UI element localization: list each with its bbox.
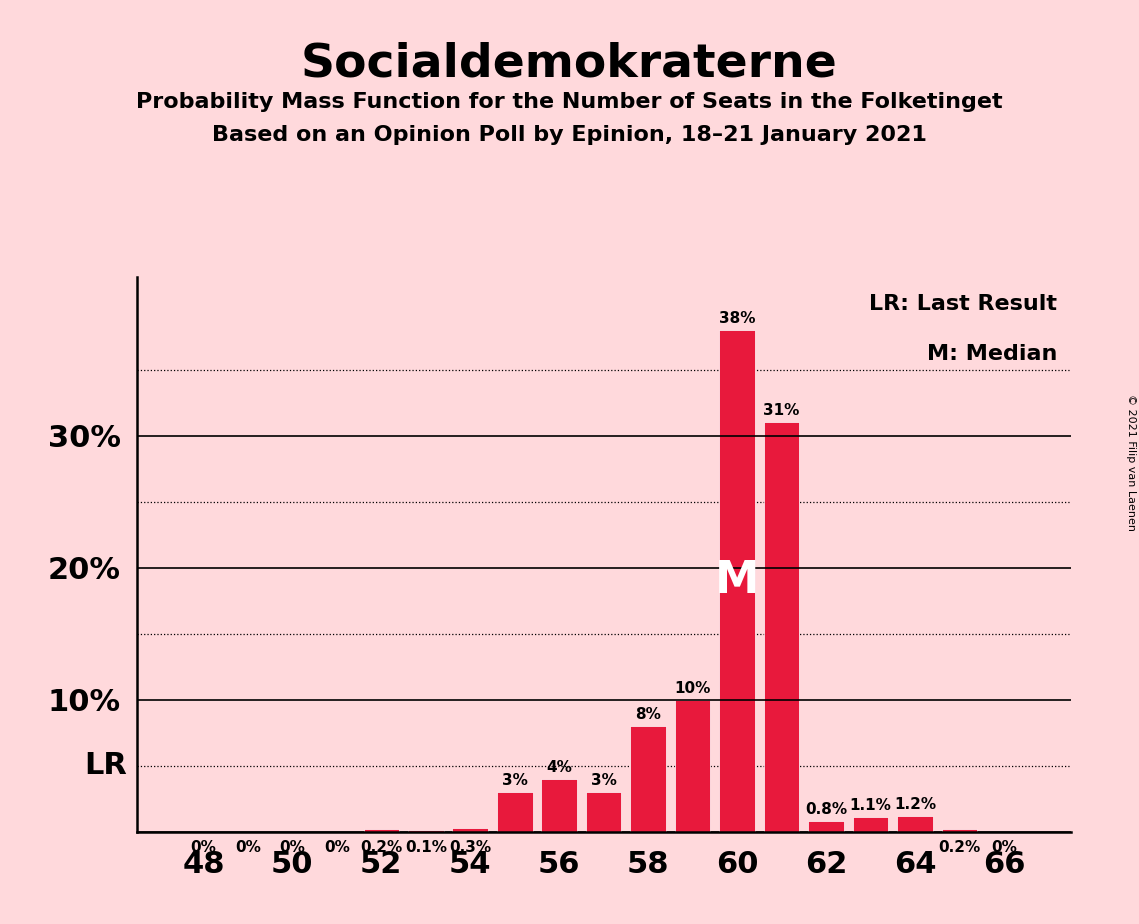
Text: 4%: 4% <box>547 760 572 775</box>
Bar <box>630 726 666 832</box>
Text: © 2021 Filip van Laenen: © 2021 Filip van Laenen <box>1126 394 1136 530</box>
Text: Probability Mass Function for the Number of Seats in the Folketinget: Probability Mass Function for the Number… <box>137 92 1002 113</box>
Text: 3%: 3% <box>591 773 616 788</box>
Text: 38%: 38% <box>719 311 755 326</box>
Bar <box>809 821 844 832</box>
Bar <box>452 828 487 832</box>
Bar <box>408 831 443 832</box>
Text: 1.1%: 1.1% <box>850 798 892 813</box>
Bar <box>898 816 933 832</box>
Text: 0%: 0% <box>190 840 216 855</box>
Bar <box>497 792 533 832</box>
Bar <box>585 792 622 832</box>
Text: 0%: 0% <box>279 840 305 855</box>
Text: 8%: 8% <box>636 707 661 722</box>
Text: 1.2%: 1.2% <box>894 796 936 812</box>
Text: 10%: 10% <box>674 681 711 696</box>
Text: 0%: 0% <box>235 840 261 855</box>
Text: 0.2%: 0.2% <box>939 840 981 855</box>
Text: 31%: 31% <box>763 404 800 419</box>
Text: 3%: 3% <box>502 773 527 788</box>
Bar <box>720 330 755 832</box>
Text: 0.3%: 0.3% <box>449 840 491 855</box>
Text: 0.8%: 0.8% <box>805 802 847 817</box>
Text: Socialdemokraterne: Socialdemokraterne <box>301 42 838 87</box>
Text: 0%: 0% <box>323 840 350 855</box>
Text: 0.1%: 0.1% <box>404 840 446 855</box>
Text: M: M <box>715 559 760 602</box>
Text: 0%: 0% <box>991 840 1017 855</box>
Text: LR: Last Result: LR: Last Result <box>869 294 1057 314</box>
Text: 0.2%: 0.2% <box>360 840 402 855</box>
Text: LR: LR <box>84 751 128 780</box>
Bar <box>764 422 800 832</box>
Bar <box>541 779 577 832</box>
Bar <box>853 817 888 832</box>
Bar <box>942 829 977 832</box>
Text: M: Median: M: Median <box>927 344 1057 364</box>
Bar <box>674 699 711 832</box>
Bar <box>363 829 399 832</box>
Text: Based on an Opinion Poll by Epinion, 18–21 January 2021: Based on an Opinion Poll by Epinion, 18–… <box>212 125 927 145</box>
